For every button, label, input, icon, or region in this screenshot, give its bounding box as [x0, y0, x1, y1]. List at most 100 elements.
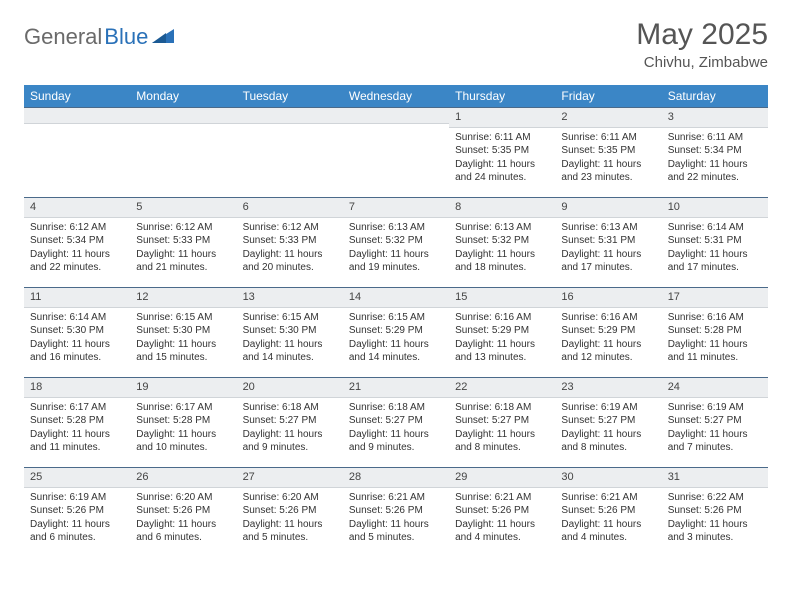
day-content: Sunrise: 6:19 AMSunset: 5:27 PMDaylight:…: [555, 398, 661, 461]
calendar-day-cell: 20Sunrise: 6:18 AMSunset: 5:27 PMDayligh…: [237, 377, 343, 467]
sunrise-text: Sunrise: 6:11 AM: [561, 131, 655, 145]
sunrise-text: Sunrise: 6:18 AM: [455, 401, 549, 415]
sunset-text: Sunset: 5:29 PM: [561, 324, 655, 338]
day-number: 19: [130, 377, 236, 398]
calendar-day-cell: 13Sunrise: 6:15 AMSunset: 5:30 PMDayligh…: [237, 287, 343, 377]
sunrise-text: Sunrise: 6:21 AM: [349, 491, 443, 505]
sunset-text: Sunset: 5:29 PM: [455, 324, 549, 338]
daylight-text: Daylight: 11 hours and 17 minutes.: [561, 248, 655, 275]
weekday-header: Thursday: [449, 85, 555, 107]
day-number: 18: [24, 377, 130, 398]
calendar-day-cell: 5Sunrise: 6:12 AMSunset: 5:33 PMDaylight…: [130, 197, 236, 287]
sunset-text: Sunset: 5:26 PM: [349, 504, 443, 518]
sunrise-text: Sunrise: 6:19 AM: [561, 401, 655, 415]
day-number: 9: [555, 197, 661, 218]
sunrise-text: Sunrise: 6:20 AM: [243, 491, 337, 505]
calendar-week-row: 4Sunrise: 6:12 AMSunset: 5:34 PMDaylight…: [24, 197, 768, 287]
day-number: 23: [555, 377, 661, 398]
day-content: Sunrise: 6:17 AMSunset: 5:28 PMDaylight:…: [130, 398, 236, 461]
day-content: Sunrise: 6:19 AMSunset: 5:27 PMDaylight:…: [662, 398, 768, 461]
weekday-header: Wednesday: [343, 85, 449, 107]
daylight-text: Daylight: 11 hours and 23 minutes.: [561, 158, 655, 185]
sunrise-text: Sunrise: 6:15 AM: [349, 311, 443, 325]
day-content: [24, 124, 130, 133]
weekday-header: Saturday: [662, 85, 768, 107]
day-number: 26: [130, 467, 236, 488]
calendar-day-cell: 26Sunrise: 6:20 AMSunset: 5:26 PMDayligh…: [130, 467, 236, 557]
calendar-table: Sunday Monday Tuesday Wednesday Thursday…: [24, 85, 768, 557]
sunset-text: Sunset: 5:26 PM: [668, 504, 762, 518]
day-content: Sunrise: 6:21 AMSunset: 5:26 PMDaylight:…: [449, 488, 555, 551]
daylight-text: Daylight: 11 hours and 3 minutes.: [668, 518, 762, 545]
sunrise-text: Sunrise: 6:15 AM: [243, 311, 337, 325]
sunrise-text: Sunrise: 6:19 AM: [668, 401, 762, 415]
sunrise-text: Sunrise: 6:13 AM: [455, 221, 549, 235]
logo: General Blue: [24, 24, 174, 50]
day-number: 6: [237, 197, 343, 218]
sunset-text: Sunset: 5:27 PM: [243, 414, 337, 428]
day-content: Sunrise: 6:20 AMSunset: 5:26 PMDaylight:…: [237, 488, 343, 551]
day-content: Sunrise: 6:11 AMSunset: 5:35 PMDaylight:…: [449, 128, 555, 191]
page-header: General Blue May 2025 Chivhu, Zimbabwe: [24, 18, 768, 71]
day-number: 5: [130, 197, 236, 218]
sunset-text: Sunset: 5:30 PM: [136, 324, 230, 338]
daylight-text: Daylight: 11 hours and 22 minutes.: [668, 158, 762, 185]
day-content: Sunrise: 6:15 AMSunset: 5:30 PMDaylight:…: [130, 308, 236, 371]
calendar-day-cell: 29Sunrise: 6:21 AMSunset: 5:26 PMDayligh…: [449, 467, 555, 557]
sunset-text: Sunset: 5:33 PM: [243, 234, 337, 248]
daylight-text: Daylight: 11 hours and 9 minutes.: [349, 428, 443, 455]
day-content: Sunrise: 6:13 AMSunset: 5:32 PMDaylight:…: [343, 218, 449, 281]
page-title: May 2025: [636, 18, 768, 52]
sunrise-text: Sunrise: 6:12 AM: [243, 221, 337, 235]
sunset-text: Sunset: 5:30 PM: [30, 324, 124, 338]
calendar-day-cell: 8Sunrise: 6:13 AMSunset: 5:32 PMDaylight…: [449, 197, 555, 287]
day-content: Sunrise: 6:21 AMSunset: 5:26 PMDaylight:…: [555, 488, 661, 551]
day-number: 30: [555, 467, 661, 488]
calendar-day-cell: 25Sunrise: 6:19 AMSunset: 5:26 PMDayligh…: [24, 467, 130, 557]
day-content: Sunrise: 6:15 AMSunset: 5:29 PMDaylight:…: [343, 308, 449, 371]
daylight-text: Daylight: 11 hours and 17 minutes.: [668, 248, 762, 275]
calendar-day-cell: 21Sunrise: 6:18 AMSunset: 5:27 PMDayligh…: [343, 377, 449, 467]
sunrise-text: Sunrise: 6:16 AM: [561, 311, 655, 325]
sunrise-text: Sunrise: 6:16 AM: [455, 311, 549, 325]
day-content: Sunrise: 6:11 AMSunset: 5:35 PMDaylight:…: [555, 128, 661, 191]
daylight-text: Daylight: 11 hours and 11 minutes.: [30, 428, 124, 455]
calendar-day-cell: [237, 107, 343, 197]
daylight-text: Daylight: 11 hours and 10 minutes.: [136, 428, 230, 455]
sunrise-text: Sunrise: 6:13 AM: [561, 221, 655, 235]
calendar-day-cell: 30Sunrise: 6:21 AMSunset: 5:26 PMDayligh…: [555, 467, 661, 557]
sunrise-text: Sunrise: 6:19 AM: [30, 491, 124, 505]
calendar-day-cell: 16Sunrise: 6:16 AMSunset: 5:29 PMDayligh…: [555, 287, 661, 377]
day-content: Sunrise: 6:21 AMSunset: 5:26 PMDaylight:…: [343, 488, 449, 551]
calendar-week-row: 18Sunrise: 6:17 AMSunset: 5:28 PMDayligh…: [24, 377, 768, 467]
title-block: May 2025 Chivhu, Zimbabwe: [636, 18, 768, 71]
sunset-text: Sunset: 5:28 PM: [136, 414, 230, 428]
sunrise-text: Sunrise: 6:17 AM: [30, 401, 124, 415]
logo-text-general: General: [24, 24, 102, 50]
day-number: 29: [449, 467, 555, 488]
day-number: 3: [662, 107, 768, 128]
day-number: 17: [662, 287, 768, 308]
day-content: [130, 124, 236, 133]
sunrise-text: Sunrise: 6:11 AM: [668, 131, 762, 145]
calendar-day-cell: 10Sunrise: 6:14 AMSunset: 5:31 PMDayligh…: [662, 197, 768, 287]
calendar-day-cell: [343, 107, 449, 197]
calendar-day-cell: 12Sunrise: 6:15 AMSunset: 5:30 PMDayligh…: [130, 287, 236, 377]
daylight-text: Daylight: 11 hours and 9 minutes.: [243, 428, 337, 455]
day-number: 1: [449, 107, 555, 128]
day-content: Sunrise: 6:20 AMSunset: 5:26 PMDaylight:…: [130, 488, 236, 551]
day-content: Sunrise: 6:13 AMSunset: 5:32 PMDaylight:…: [449, 218, 555, 281]
day-content: Sunrise: 6:13 AMSunset: 5:31 PMDaylight:…: [555, 218, 661, 281]
weekday-header: Sunday: [24, 85, 130, 107]
sunrise-text: Sunrise: 6:12 AM: [136, 221, 230, 235]
daylight-text: Daylight: 11 hours and 5 minutes.: [349, 518, 443, 545]
day-number: [237, 107, 343, 124]
sunset-text: Sunset: 5:26 PM: [136, 504, 230, 518]
day-content: Sunrise: 6:17 AMSunset: 5:28 PMDaylight:…: [24, 398, 130, 461]
day-number: [24, 107, 130, 124]
daylight-text: Daylight: 11 hours and 5 minutes.: [243, 518, 337, 545]
sunrise-text: Sunrise: 6:18 AM: [349, 401, 443, 415]
daylight-text: Daylight: 11 hours and 16 minutes.: [30, 338, 124, 365]
sunrise-text: Sunrise: 6:17 AM: [136, 401, 230, 415]
sunrise-text: Sunrise: 6:14 AM: [30, 311, 124, 325]
